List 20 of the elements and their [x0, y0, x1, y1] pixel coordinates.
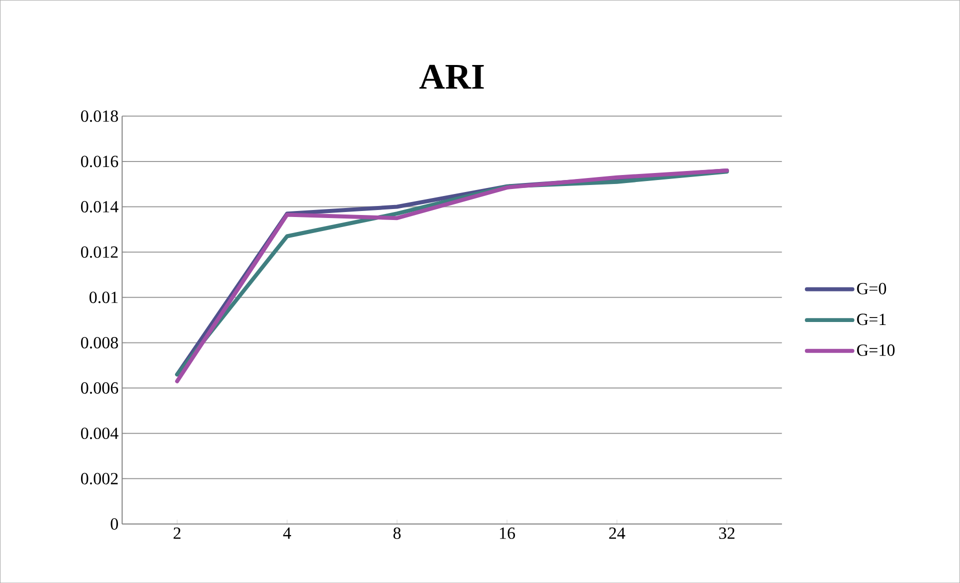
chart-title: ARI: [419, 64, 484, 89]
x-tick-label: 2: [174, 527, 180, 539]
x-tick-label: 24: [609, 527, 626, 539]
x-tick-label: 4: [283, 527, 292, 539]
legend-label: G=1: [857, 314, 886, 326]
y-tick-label: 0.012: [81, 246, 118, 258]
legend-label: G=0: [857, 282, 886, 294]
y-tick-label: 0.018: [81, 110, 118, 122]
x-tick-label: 8: [393, 527, 401, 539]
y-tick-label: 0: [110, 518, 118, 530]
y-tick-label: 0.016: [81, 156, 118, 168]
y-tick-label: 0.008: [81, 336, 118, 348]
y-tick-label: 0.01: [90, 292, 118, 304]
x-tick-label: 32: [719, 527, 734, 539]
x-tick-label: 16: [500, 527, 515, 539]
legend-label: G=10: [857, 344, 895, 356]
y-tick-label: 0.006: [81, 382, 118, 394]
y-tick-label: 0.004: [81, 428, 118, 440]
y-tick-label: 0.002: [81, 472, 118, 484]
y-tick-label: 0.014: [81, 200, 118, 212]
